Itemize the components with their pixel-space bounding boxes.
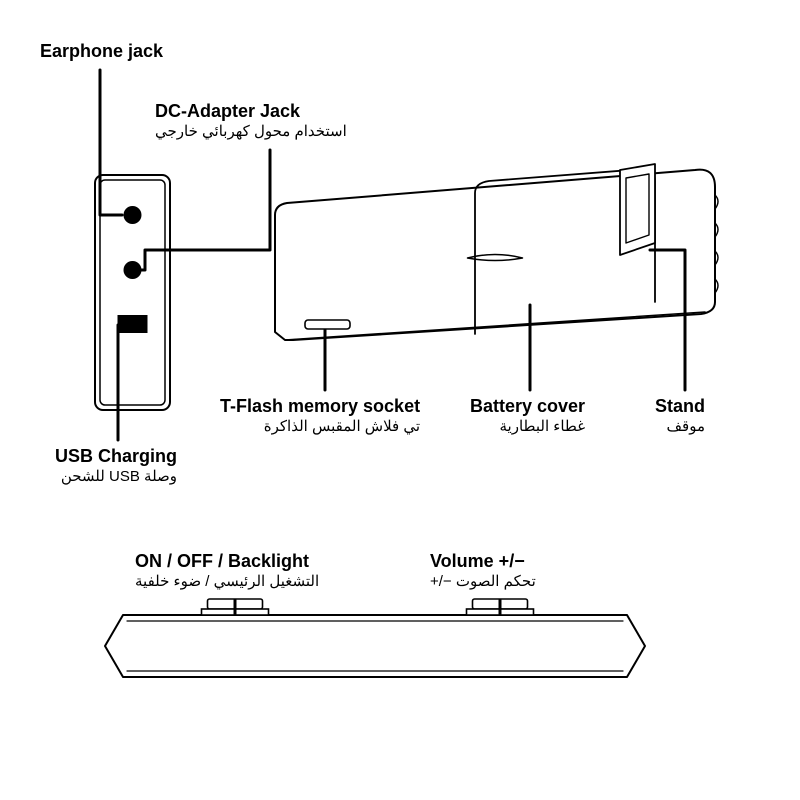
label-onoff-en: ON / OFF / Backlight (135, 550, 319, 573)
label-onoff-ar: التشغيل الرئيسي / ضوء خلفية (135, 573, 319, 592)
label-volume-en: Volume +/− (430, 550, 536, 573)
label-usb-en: USB Charging (55, 445, 177, 468)
label-stand: Stand موقف (655, 395, 705, 436)
label-tflash-ar: تي فلاش المقبس الذاكرة (220, 418, 420, 437)
label-earphone-en: Earphone jack (40, 40, 163, 63)
label-stand-ar: موقف (655, 418, 705, 437)
label-tflash: T-Flash memory socket تي فلاش المقبس الذ… (220, 395, 420, 436)
label-battery-ar: غطاء البطارية (470, 418, 585, 437)
label-volume-ar: تحكم الصوت −/+ (430, 573, 536, 592)
label-earphone: Earphone jack (40, 40, 163, 63)
label-battery-en: Battery cover (470, 395, 585, 418)
label-tflash-en: T-Flash memory socket (220, 395, 420, 418)
label-dcadapter-ar: استخدام محول كهربائي خارجي (155, 123, 347, 142)
label-onoff: ON / OFF / Backlight التشغيل الرئيسي / ض… (135, 550, 319, 591)
label-volume: Volume +/− تحكم الصوت −/+ (430, 550, 536, 591)
label-usb-ar: وصلة USB للشحن (55, 468, 177, 487)
label-battery: Battery cover غطاء البطارية (470, 395, 585, 436)
label-stand-en: Stand (655, 395, 705, 418)
label-dcadapter: DC-Adapter Jack استخدام محول كهربائي خار… (155, 100, 347, 141)
label-usb: USB Charging وصلة USB للشحن (55, 445, 177, 486)
label-dcadapter-en: DC-Adapter Jack (155, 100, 347, 123)
